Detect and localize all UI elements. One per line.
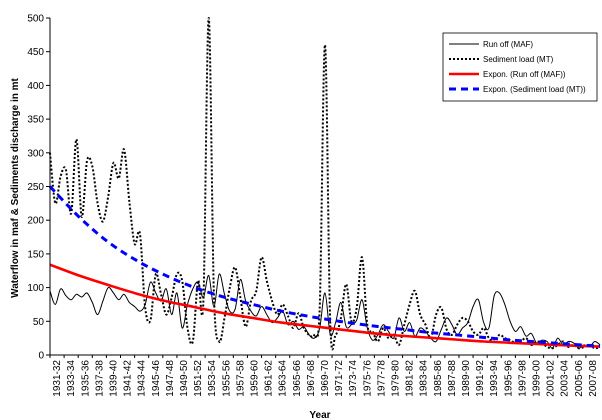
- y-tick-label: 500: [27, 14, 44, 25]
- x-tick-label: 1949-50: [179, 360, 190, 397]
- x-tick-label: 1985-86: [433, 360, 444, 397]
- x-tick-label: 1995-96: [503, 360, 514, 397]
- y-tick-label: 200: [27, 216, 44, 227]
- y-tick-label: 350: [27, 115, 44, 126]
- x-tick-label: 1997-98: [517, 360, 528, 397]
- x-tick-label: 1945-46: [151, 360, 162, 397]
- y-tick-label: 400: [27, 81, 44, 92]
- series-line-1: [49, 273, 601, 349]
- x-tick-label: 1937-38: [94, 360, 105, 397]
- x-tick-label: 1991-92: [475, 360, 486, 397]
- x-tick-label: 1965-66: [292, 360, 303, 397]
- legend-label-3: Expon. (Run off (MAF)): [483, 70, 566, 79]
- x-tick-label: 2003-04: [560, 360, 571, 397]
- x-tick-label: 1977-78: [376, 360, 387, 397]
- y-axis-title: Waterflow in maf & Sediments discharge i…: [10, 77, 21, 297]
- series-line-4: [48, 185, 601, 348]
- x-tick-label: 1969-70: [320, 360, 331, 397]
- x-tick-label: 1957-58: [235, 360, 246, 397]
- y-tick-label: 0: [38, 351, 44, 362]
- y-tick-label: 300: [27, 148, 44, 159]
- x-tick-label: 1951-52: [193, 360, 204, 397]
- x-axis-title: Year: [309, 410, 330, 420]
- x-tick-label: 1959-60: [249, 360, 260, 397]
- x-tick-label: 1943-44: [137, 360, 148, 397]
- x-tick-label: 1975-76: [362, 360, 373, 397]
- y-tick-label: 100: [27, 283, 44, 294]
- legend-label-4: Expon. (Sediment load (MT)): [483, 85, 586, 94]
- legend-label-1: Run off (MAF): [483, 40, 533, 49]
- x-tick-label: 1935-36: [80, 360, 91, 397]
- y-tick-label: 450: [27, 47, 44, 58]
- x-tick-label: 1989-90: [461, 360, 472, 397]
- legend: Run off (MAF) Sediment load (MT) Expon. (R…: [442, 32, 598, 102]
- x-tick-label: 1953-54: [207, 360, 218, 397]
- x-tick-label: 1981-82: [405, 360, 416, 397]
- x-tick-label: 1983-84: [419, 360, 430, 397]
- x-tick-label: 2005-06: [574, 360, 585, 397]
- x-axis: 1931-32 1933-34 1935-36 1937-38 1939-40 1941-…: [49, 354, 600, 397]
- x-tick-label: 1939-40: [108, 360, 119, 397]
- y-tick-label: 150: [27, 249, 44, 260]
- x-tick-label: 1961-62: [264, 360, 275, 397]
- x-tick-label: 1955-56: [221, 360, 232, 397]
- x-tick-label: 1971-72: [334, 360, 345, 397]
- x-tick-label: 1941-42: [123, 360, 134, 397]
- x-tick-label: 1963-64: [278, 360, 289, 397]
- x-tick-label: 2001-02: [546, 360, 557, 397]
- x-tick-label: 1933-34: [66, 360, 77, 397]
- x-tick-label: 1973-74: [348, 360, 359, 397]
- x-tick-label: 1931-32: [52, 360, 63, 397]
- y-tick-label: 50: [33, 317, 45, 328]
- x-tick-label: 1967-68: [306, 360, 317, 397]
- x-tick-label: 1999-00: [532, 360, 543, 397]
- legend-label-2: Sediment load (MT): [483, 55, 554, 64]
- y-axis: 0 50 100 150 200 250 300 350 400 450 500: [27, 14, 51, 362]
- series-line-3: [49, 263, 601, 348]
- x-tick-label: 1993-94: [489, 360, 500, 397]
- y-tick-label: 250: [27, 182, 44, 193]
- plot-area: [48, 16, 601, 351]
- x-tick-label: 2007-08: [588, 360, 599, 397]
- x-tick-label: 1979-80: [391, 360, 402, 397]
- x-tick-label: 1987-88: [447, 360, 458, 397]
- x-tick-label: 1947-48: [165, 360, 176, 397]
